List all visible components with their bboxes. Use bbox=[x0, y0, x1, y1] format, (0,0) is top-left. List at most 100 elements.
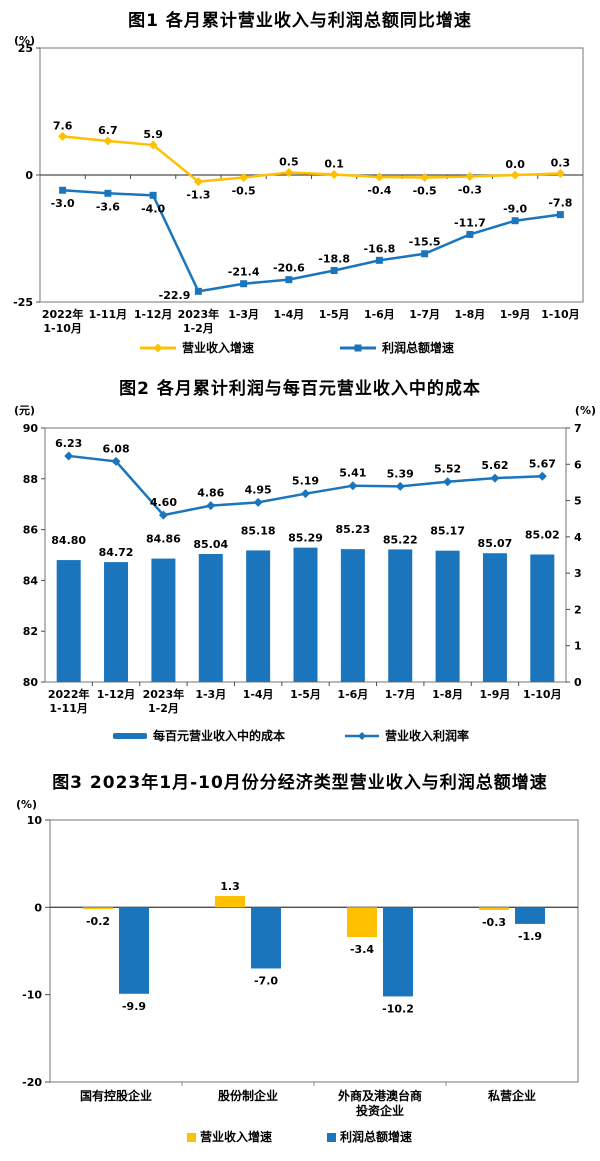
svg-text:私营企业: 私营企业 bbox=[487, 1088, 536, 1103]
svg-text:85.22: 85.22 bbox=[383, 533, 418, 546]
svg-text:1-9月: 1-9月 bbox=[500, 308, 531, 321]
svg-text:4: 4 bbox=[574, 531, 582, 544]
svg-text:4.60: 4.60 bbox=[150, 496, 177, 509]
svg-text:投资企业: 投资企业 bbox=[356, 1103, 404, 1118]
svg-text:1-10月: 1-10月 bbox=[541, 308, 580, 321]
svg-text:4.86: 4.86 bbox=[197, 487, 224, 500]
svg-text:7: 7 bbox=[574, 422, 582, 435]
svg-text:-18.8: -18.8 bbox=[318, 253, 350, 266]
svg-text:5.41: 5.41 bbox=[339, 467, 366, 480]
figure-3-title: 图3 2023年1月-10月份分经济类型营业收入与利润总额增速 bbox=[52, 773, 548, 793]
svg-text:0: 0 bbox=[34, 901, 42, 914]
svg-text:1-6月: 1-6月 bbox=[337, 688, 368, 701]
svg-text:85.04: 85.04 bbox=[193, 538, 228, 551]
svg-text:1-3月: 1-3月 bbox=[195, 688, 226, 701]
svg-text:4.95: 4.95 bbox=[245, 483, 272, 496]
svg-text:3: 3 bbox=[574, 567, 582, 580]
svg-text:-0.3: -0.3 bbox=[482, 916, 506, 929]
svg-text:利润总额增速: 利润总额增速 bbox=[340, 1129, 412, 1144]
svg-text:85.07: 85.07 bbox=[478, 537, 513, 550]
svg-text:85.29: 85.29 bbox=[288, 532, 323, 545]
svg-text:5.67: 5.67 bbox=[529, 457, 556, 470]
svg-text:1-4月: 1-4月 bbox=[273, 308, 304, 321]
svg-text:25: 25 bbox=[18, 42, 33, 55]
svg-text:6.08: 6.08 bbox=[102, 442, 129, 455]
svg-text:-0.4: -0.4 bbox=[367, 184, 391, 197]
svg-text:-3.6: -3.6 bbox=[96, 200, 120, 213]
fig1-legend: 营业收入增速 利润总额增速 bbox=[140, 340, 454, 355]
svg-text:1-12月: 1-12月 bbox=[97, 688, 136, 701]
svg-text:1-7月: 1-7月 bbox=[409, 308, 440, 321]
svg-text:-0.5: -0.5 bbox=[413, 185, 437, 198]
figure-2: 图2 各月累计利润与每百元营业收入中的成本 (元) (%) 90 88 86 84 82 80… bbox=[0, 370, 600, 762]
svg-text:-16.8: -16.8 bbox=[364, 242, 396, 255]
svg-text:6.23: 6.23 bbox=[55, 437, 82, 450]
svg-text:5.62: 5.62 bbox=[481, 459, 508, 472]
svg-text:营业收入利润率: 营业收入利润率 bbox=[385, 728, 469, 743]
svg-text:-20: -20 bbox=[22, 1076, 42, 1089]
svg-text:-0.3: -0.3 bbox=[458, 184, 482, 197]
svg-text:-25: -25 bbox=[13, 296, 33, 309]
svg-text:-3.4: -3.4 bbox=[350, 943, 374, 956]
svg-text:1-5月: 1-5月 bbox=[319, 308, 350, 321]
svg-text:6: 6 bbox=[574, 458, 582, 471]
fig2-legend: 每百元营业收入中的成本 营业收入利润率 bbox=[113, 728, 469, 743]
svg-text:1-10月: 1-10月 bbox=[523, 688, 562, 701]
svg-text:-3.0: -3.0 bbox=[51, 197, 75, 210]
svg-text:0.5: 0.5 bbox=[279, 155, 299, 168]
svg-text:-11.7: -11.7 bbox=[454, 216, 486, 229]
svg-text:1: 1 bbox=[574, 640, 582, 653]
figure-1: 图1 各月累计营业收入与利润总额同比增速 (%) 25 0 -25 2022年 1-10月… bbox=[0, 0, 600, 370]
svg-text:-7.0: -7.0 bbox=[254, 974, 278, 987]
fig3-axes: (%) 10 0 -10 -20 bbox=[16, 798, 579, 1089]
svg-text:1-12月: 1-12月 bbox=[134, 308, 173, 321]
fig3-legend: 营业收入增速 利润总额增速 bbox=[187, 1129, 412, 1144]
svg-text:88: 88 bbox=[23, 473, 38, 486]
figure-1-title: 图1 各月累计营业收入与利润总额同比增速 bbox=[128, 11, 472, 31]
svg-text:1-2月: 1-2月 bbox=[148, 702, 179, 715]
svg-text:1-8月: 1-8月 bbox=[432, 688, 463, 701]
svg-text:-15.5: -15.5 bbox=[409, 236, 441, 249]
svg-text:-10: -10 bbox=[22, 989, 42, 1002]
svg-text:-4.0: -4.0 bbox=[141, 202, 165, 215]
svg-text:1-7月: 1-7月 bbox=[385, 688, 416, 701]
svg-text:90: 90 bbox=[23, 422, 39, 435]
svg-text:营业收入增速: 营业收入增速 bbox=[200, 1129, 272, 1144]
svg-text:-20.6: -20.6 bbox=[273, 262, 305, 275]
svg-text:5: 5 bbox=[574, 495, 582, 508]
svg-text:0.3: 0.3 bbox=[551, 156, 571, 169]
svg-text:2022年: 2022年 bbox=[42, 307, 84, 321]
svg-text:(元): (元) bbox=[14, 404, 35, 417]
svg-text:10: 10 bbox=[27, 814, 43, 827]
svg-text:86: 86 bbox=[23, 524, 39, 537]
svg-text:每百元营业收入中的成本: 每百元营业收入中的成本 bbox=[153, 728, 285, 743]
fig1-axes: (%)25 0 -25 bbox=[13, 34, 584, 309]
svg-text:-0.5: -0.5 bbox=[232, 185, 256, 198]
fig1-series-profit-growth: -3.0 -3.6 -4.0 -22.9 -21.4 -20.6 -18.8 -16.8 -15… bbox=[51, 186, 572, 302]
svg-text:84.80: 84.80 bbox=[51, 534, 86, 547]
figure-2-title: 图2 各月累计利润与每百元营业收入中的成本 bbox=[119, 379, 481, 399]
svg-text:1.3: 1.3 bbox=[220, 880, 240, 893]
svg-text:84.86: 84.86 bbox=[146, 533, 181, 546]
fig3-series-revenue-growth-bars: -0.2 1.3 -3.4 -0.3 bbox=[83, 880, 509, 956]
svg-text:-21.4: -21.4 bbox=[228, 266, 260, 279]
fig2-series-profit-margin-line: 6.23 6.08 4.60 4.86 4.95 5.19 5.41 5.39 5.52 5.62… bbox=[55, 437, 556, 520]
figure-3: 图3 2023年1月-10月份分经济类型营业收入与利润总额增速 (%) 10 0 -1… bbox=[0, 762, 600, 1157]
svg-text:1-11月: 1-11月 bbox=[49, 702, 88, 715]
svg-text:1-2月: 1-2月 bbox=[183, 322, 214, 335]
svg-text:-0.2: -0.2 bbox=[86, 915, 110, 928]
svg-text:2023年: 2023年 bbox=[143, 687, 185, 701]
svg-text:1-11月: 1-11月 bbox=[89, 308, 128, 321]
svg-text:1-9月: 1-9月 bbox=[480, 688, 511, 701]
svg-text:股份制企业: 股份制企业 bbox=[218, 1088, 278, 1103]
svg-text:84: 84 bbox=[23, 574, 39, 587]
svg-text:营业收入增速: 营业收入增速 bbox=[182, 340, 254, 355]
svg-text:0: 0 bbox=[25, 169, 33, 182]
svg-text:1-10月: 1-10月 bbox=[43, 322, 82, 335]
svg-text:2022年: 2022年 bbox=[48, 687, 90, 701]
